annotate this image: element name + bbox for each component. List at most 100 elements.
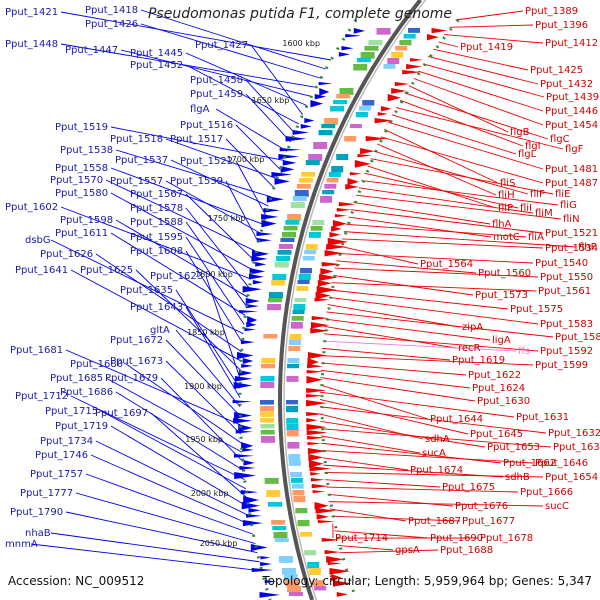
gene-label-right[interactable]: Pput_1432: [540, 79, 593, 90]
gene-label-left[interactable]: Pput_1426: [85, 19, 138, 30]
gene-label-left[interactable]: Pput_1608: [130, 246, 183, 257]
gene-label-right[interactable]: Pput_1389: [525, 6, 578, 17]
gene-label-left[interactable]: Pput_1777: [20, 488, 73, 499]
gene-label-left[interactable]: Pput_1539: [170, 176, 223, 187]
gene-label-left[interactable]: nhaB: [25, 528, 51, 539]
gene-label-left[interactable]: Pput_1641: [15, 265, 68, 276]
gene-label-right[interactable]: fliF: [530, 189, 545, 200]
gene-label-right[interactable]: Pput_1446: [545, 106, 598, 117]
gene-label-left[interactable]: Pput_1570: [50, 175, 103, 186]
gene-label-right[interactable]: fliP: [498, 203, 513, 214]
gene-label-right[interactable]: Pput_1644: [430, 414, 483, 425]
gene-label-left[interactable]: Pput_1712: [15, 391, 68, 402]
gene-label-left[interactable]: Pput_1719: [55, 421, 108, 432]
gene-label-right[interactable]: Pput_1550: [540, 272, 593, 283]
gene-label-right[interactable]: motC: [493, 232, 520, 243]
gene-label-right[interactable]: Pput_1575: [510, 304, 563, 315]
gene-label-right[interactable]: fliH: [498, 190, 515, 201]
gene-label-left[interactable]: Pput_1448: [5, 39, 58, 50]
gene-label-right[interactable]: ligA: [492, 335, 511, 346]
gene-label-right[interactable]: sdhA: [425, 434, 450, 445]
gene-label-right[interactable]: fliN: [563, 214, 580, 225]
gene-label-right[interactable]: Pput_1638: [553, 442, 600, 453]
gene-label-right[interactable]: Pput_1624: [472, 383, 525, 394]
gene-label-left[interactable]: Pput_1681: [10, 345, 63, 356]
gene-label-left[interactable]: Pput_1558: [55, 163, 108, 174]
gene-label-right[interactable]: Pput_1561: [538, 286, 591, 297]
gene-label-left[interactable]: Pput_1522: [180, 156, 233, 167]
gene-label-right[interactable]: Pput_1419: [460, 42, 513, 53]
gene-label-right[interactable]: Pput_1675: [442, 482, 495, 493]
gene-label-right[interactable]: Pput_1714: [335, 533, 388, 544]
gene-label-left[interactable]: Pput_1790: [10, 507, 63, 518]
gene-label-right[interactable]: Pput_1666: [520, 487, 573, 498]
gene-label-left[interactable]: Pput_1427: [195, 40, 248, 51]
gene-label-left[interactable]: Pput_1459: [190, 89, 243, 100]
gene-label-right[interactable]: flhF: [578, 242, 597, 253]
gene-label-right[interactable]: Pput_1654: [545, 472, 598, 483]
gene-label-left[interactable]: Pput_1686: [60, 387, 113, 398]
gene-label-right[interactable]: Pput_1630: [477, 396, 530, 407]
gene-label-right[interactable]: gpsA: [395, 545, 420, 556]
gene-label-right[interactable]: Pput_1676: [455, 501, 508, 512]
gene-label-left[interactable]: Pput_1734: [40, 436, 93, 447]
gene-label-right[interactable]: Pput_1564: [420, 259, 473, 270]
gene-label-right[interactable]: recR: [458, 343, 481, 354]
gene-label-right[interactable]: sucC: [545, 501, 569, 512]
gene-label-left[interactable]: Pput_1452: [130, 60, 183, 71]
gene-label-right[interactable]: sdhB: [505, 472, 530, 483]
gene-label-left[interactable]: Pput_1673: [110, 356, 163, 367]
gene-label-right[interactable]: Pput_1396: [535, 20, 588, 31]
gene-label-right[interactable]: sucA: [422, 448, 446, 459]
gene-label-right[interactable]: flgI: [525, 141, 541, 152]
gene-label-right[interactable]: Pput_1678: [480, 533, 533, 544]
gene-label-left[interactable]: Pput_1697: [95, 408, 148, 419]
gene-label-right[interactable]: flgF: [565, 144, 584, 155]
gene-label-left[interactable]: Pput_1611: [55, 228, 108, 239]
gene-label-left[interactable]: Pput_1519: [55, 122, 108, 133]
gene-label-right[interactable]: Pput_1687: [408, 516, 461, 527]
gene-label-right[interactable]: fliG: [560, 200, 577, 211]
gene-label-right[interactable]: fliI: [520, 203, 532, 214]
gene-label-left[interactable]: Pput_1679: [105, 373, 158, 384]
gene-label-right[interactable]: Pput_1690: [430, 533, 483, 544]
gene-label-right[interactable]: fliA: [528, 232, 544, 243]
gene-label-right[interactable]: flhA: [492, 219, 512, 230]
gene-label-left[interactable]: Pput_1595: [130, 232, 183, 243]
gene-label-left[interactable]: Pput_1518: [110, 134, 163, 145]
gene-label-left[interactable]: Pput_1557: [110, 176, 163, 187]
gene-label-right[interactable]: ffs: [518, 346, 530, 357]
gene-label-left[interactable]: Pput_1626: [40, 249, 93, 260]
gene-label-left[interactable]: Pput_1757: [30, 469, 83, 480]
gene-label-right[interactable]: zipA: [462, 322, 483, 333]
gene-label-left[interactable]: Pput_1567: [130, 189, 183, 200]
gene-label-left[interactable]: Pput_1672: [110, 335, 163, 346]
gene-label-right[interactable]: Pput_1632: [548, 428, 600, 439]
gene-label-right[interactable]: Pput_1586: [555, 332, 600, 343]
gene-label-left[interactable]: Pput_1623: [150, 271, 203, 282]
gene-label-right[interactable]: Pput_1560: [478, 268, 531, 279]
gene-label-right[interactable]: Pput_1425: [530, 65, 583, 76]
gene-label-right[interactable]: Pput_1645: [470, 429, 523, 440]
gene-label-right[interactable]: flgL: [518, 149, 537, 160]
gene-label-left[interactable]: Pput_1602: [5, 202, 58, 213]
gene-label-right[interactable]: Pput_1677: [462, 516, 515, 527]
gene-label-right[interactable]: Pput_1481: [545, 164, 598, 175]
gene-label-left[interactable]: Pput_1680: [70, 359, 123, 370]
gene-label-right[interactable]: Pput_1439: [546, 92, 599, 103]
gene-label-left[interactable]: Pput_1588: [130, 217, 183, 228]
gene-label-left[interactable]: gltA: [150, 325, 170, 336]
gene-label-left[interactable]: Pput_1685: [50, 373, 103, 384]
gene-label-right[interactable]: Pput_1662: [503, 458, 556, 469]
gene-label-right[interactable]: Pput_1412: [545, 38, 598, 49]
gene-label-right[interactable]: Pput_1521: [545, 228, 598, 239]
gene-label-right[interactable]: Pput_1599: [535, 360, 588, 371]
gene-label-left[interactable]: Pput_1445: [130, 48, 183, 59]
gene-label-right[interactable]: Pput_1631: [516, 412, 569, 423]
gene-label-left[interactable]: mnmA: [5, 539, 38, 550]
gene-label-left[interactable]: Pput_1715: [45, 406, 98, 417]
gene-label-left[interactable]: Pput_1458: [190, 75, 243, 86]
gene-label-right[interactable]: fliE: [555, 189, 570, 200]
gene-label-right[interactable]: Pput_1622: [468, 370, 521, 381]
gene-label-right[interactable]: Pput_1454: [545, 120, 598, 131]
